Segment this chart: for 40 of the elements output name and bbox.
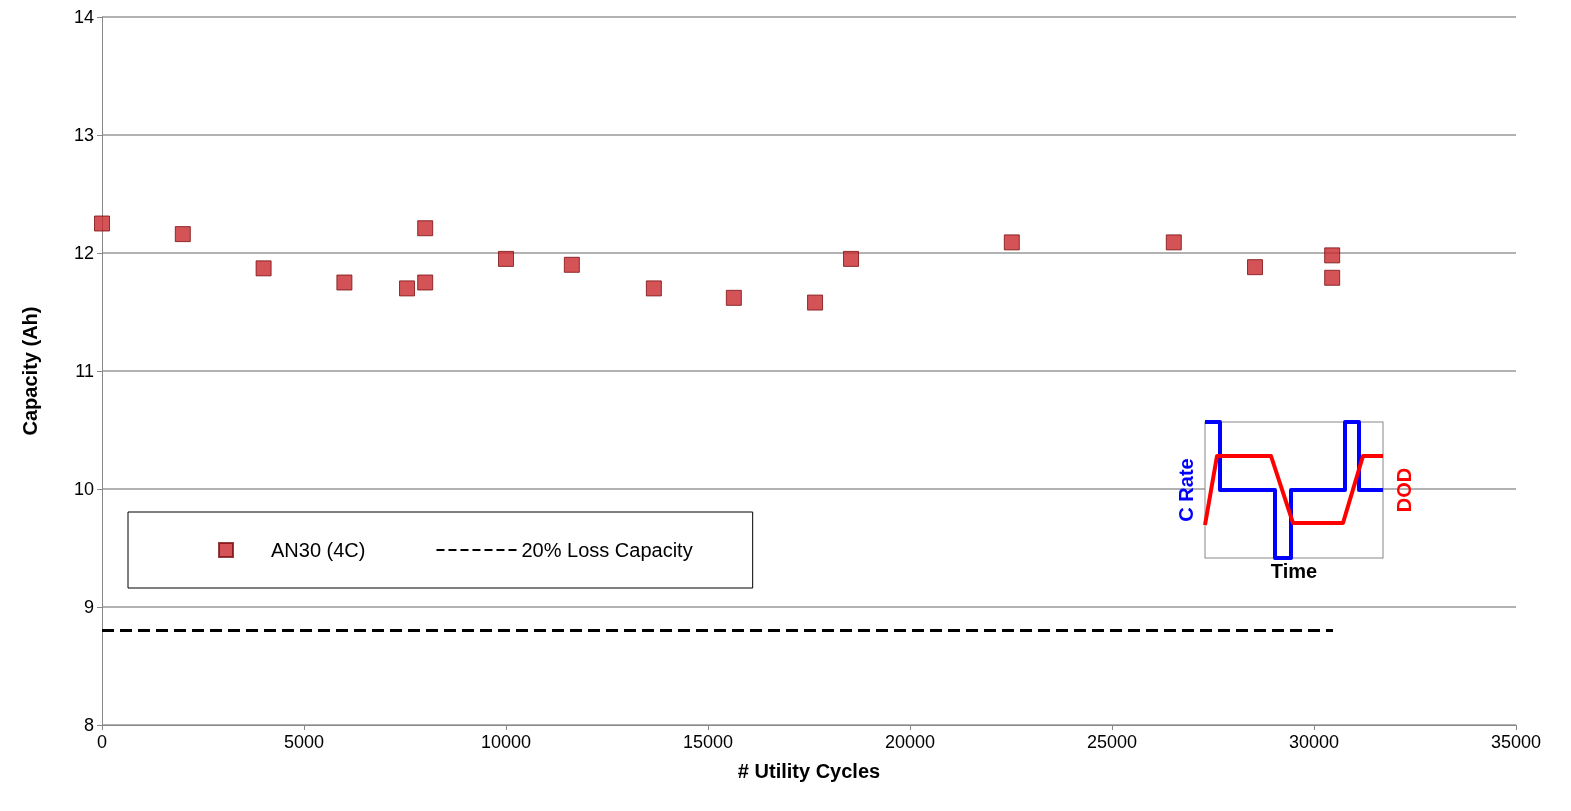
point — [725, 289, 742, 306]
point — [1324, 247, 1341, 264]
annotation: Time — [1270, 560, 1318, 582]
x-tick-label: 15000 — [682, 732, 734, 752]
y-tick-label: 8 — [83, 715, 94, 735]
x-axis-title: # Utility Cycles — [737, 760, 881, 782]
legend-label: AN30 (4C) — [271, 539, 366, 561]
point — [417, 220, 434, 237]
y-tick-label: 11 — [75, 361, 94, 381]
point — [255, 260, 272, 277]
annotation: DOD — [1393, 467, 1415, 513]
x-tick-label: 5000 — [283, 732, 325, 752]
point — [336, 274, 353, 291]
point — [1003, 234, 1020, 251]
point — [1165, 234, 1182, 251]
y-tick-label: 14 — [73, 7, 94, 27]
y-tick-label: 12 — [73, 243, 94, 263]
legend-label: 20% Loss Capacity — [521, 539, 693, 561]
point — [563, 256, 580, 273]
x-tick-label: 20000 — [884, 732, 936, 752]
point — [1247, 259, 1264, 276]
point — [807, 294, 824, 311]
point — [399, 280, 416, 297]
x-tick-label: 30000 — [1288, 732, 1340, 752]
y-tick-label: 10 — [73, 479, 94, 499]
y-axis-title: Capacity (Ah) — [19, 306, 41, 436]
point — [94, 215, 110, 232]
x-tick-label: 10000 — [480, 732, 532, 752]
point — [1324, 269, 1341, 286]
y-tick-label: 9 — [83, 597, 94, 617]
x-tick-label: 35000 — [1490, 732, 1542, 752]
y-tick-label: 13 — [73, 125, 94, 145]
x-tick-label: 25000 — [1086, 732, 1138, 752]
annotation: C Rate — [1175, 458, 1197, 522]
point — [645, 280, 662, 297]
point — [498, 250, 514, 267]
point — [417, 274, 434, 291]
point — [843, 250, 860, 267]
point — [174, 226, 191, 243]
x-tick-label: 0 — [96, 732, 108, 752]
